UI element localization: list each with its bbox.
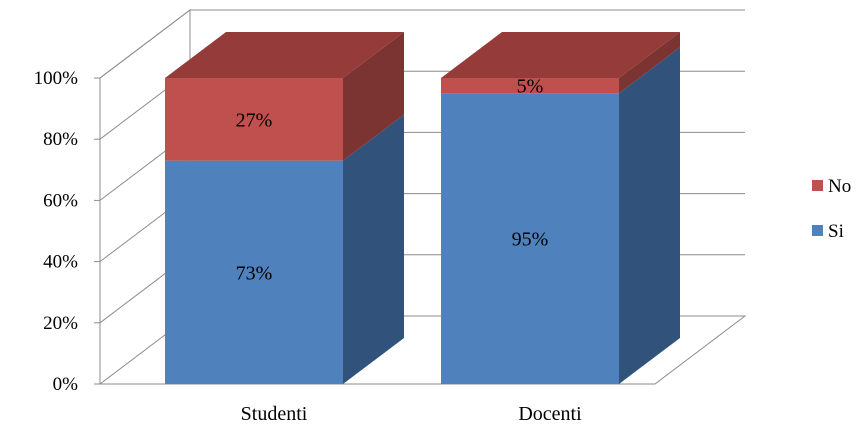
bar-top-no [165, 32, 404, 78]
bar-front-si [441, 93, 619, 385]
y-tick-label: 100% [34, 68, 79, 89]
x-axis-categories: Studenti Docenti [241, 403, 582, 424]
legend-label-no: No [828, 176, 851, 197]
y-tick-label: 80% [43, 129, 78, 150]
bar-front-no [165, 78, 343, 161]
bar-side-si [619, 47, 680, 385]
y-tick-label: 40% [43, 252, 78, 273]
y-tick-label: 0% [53, 374, 79, 395]
bar-top-no [441, 32, 680, 78]
data-label: 27% [236, 109, 273, 131]
bar-side-no [619, 32, 680, 94]
bar-side-si [343, 114, 404, 385]
y-tick-label: 20% [43, 313, 78, 334]
data-label: 5% [517, 76, 544, 98]
bar-front-si [165, 160, 343, 384]
legend-swatch-si [812, 225, 823, 236]
bars [165, 32, 680, 385]
bar-side-no [343, 32, 404, 161]
legend: No Si [812, 176, 851, 242]
bar-front-no [441, 78, 619, 94]
gridline [99, 9, 745, 79]
data-labels: 73% 27% 95% 5% [236, 76, 549, 285]
legend-label-si: Si [828, 221, 844, 242]
data-label: 95% [512, 229, 549, 251]
legend-swatch-no [812, 180, 823, 191]
y-axis-ticks: 0% 20% 40% 60% 80% 100% [34, 68, 100, 395]
x-category-label: Studenti [241, 403, 308, 424]
y-tick-label: 60% [43, 190, 78, 211]
data-label: 73% [236, 262, 273, 284]
x-category-label: Docenti [518, 403, 582, 424]
